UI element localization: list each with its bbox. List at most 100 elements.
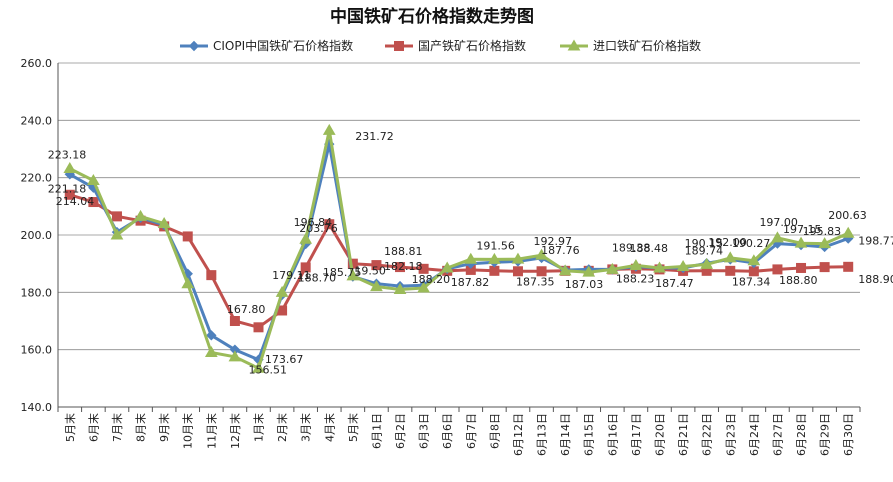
x-tick-label: 6月30日 [842, 413, 855, 456]
grid-lines [58, 62, 860, 351]
data-point [395, 262, 406, 273]
data-point [558, 264, 572, 276]
x-tick-label: 12月末 [228, 413, 242, 449]
series-line [69, 142, 849, 362]
data-label: 188.70 [298, 271, 337, 284]
data-label: 188.90 [858, 273, 893, 286]
data-point [489, 265, 500, 276]
data-point [181, 277, 195, 289]
data-label: 190.15 [685, 237, 724, 250]
series-2 [63, 123, 855, 373]
data-label: 182.18 [384, 260, 423, 273]
data-point [843, 261, 854, 272]
data-point [535, 248, 548, 260]
data-label: 198.77 [858, 235, 893, 248]
x-tick-label: 6月8日 [488, 413, 501, 449]
data-point [182, 231, 193, 242]
data-point [512, 266, 523, 277]
data-point [346, 269, 360, 281]
data-labels: 221.18 156.51 179.11 196.84 231.72 182.18 187.… [48, 130, 893, 377]
x-tick-label: 6月末 [86, 413, 100, 442]
data-label: 173.67 [265, 353, 304, 366]
x-tick-label: 5月末 [346, 413, 360, 442]
x-axis: 5月末 6月末 7月末 8月末 9月末 10月末 11月末 12月末 1月末 2月末 3月末 4月末 5… [57, 406, 861, 456]
data-label: 195.83 [803, 225, 842, 238]
x-tick-label: 6月14日 [559, 413, 572, 456]
data-point [796, 262, 807, 273]
data-point [464, 252, 478, 264]
data-point [723, 251, 737, 263]
data-point [772, 264, 783, 275]
data-label: 187.76 [541, 244, 580, 257]
data-label: 189.74 [685, 244, 724, 257]
x-tick-label: 6月13日 [536, 413, 549, 456]
data-point [700, 257, 714, 269]
x-tick-label: 3月末 [299, 413, 313, 442]
data-label: 192.00 [708, 236, 747, 249]
data-point [253, 322, 264, 333]
data-label: 189.38 [612, 241, 651, 254]
data-point [417, 281, 430, 293]
data-point [488, 252, 501, 264]
data-point [629, 258, 643, 270]
data-point [582, 265, 596, 277]
data-label: 185.75 [323, 266, 362, 279]
data-label: 187.82 [451, 276, 490, 289]
data-point [228, 350, 242, 362]
x-tick-label: 6月20日 [654, 413, 667, 456]
data-point [229, 316, 240, 326]
data-label: 188.48 [630, 242, 669, 255]
x-tick-label: 6月24日 [748, 413, 761, 456]
data-point [653, 261, 666, 273]
x-tick-label: 6月27日 [771, 413, 784, 456]
data-point [370, 280, 383, 292]
data-point [819, 262, 830, 273]
data-point [63, 162, 77, 174]
data-point [393, 282, 407, 294]
data-point [252, 361, 265, 373]
data-point [440, 261, 454, 273]
series-layer [63, 123, 855, 373]
x-tick-label: 6月17日 [630, 413, 643, 456]
x-tick-label: 9月末 [157, 413, 171, 442]
data-point [818, 237, 831, 249]
x-tick-label: 11月末 [204, 413, 218, 449]
data-label: 188.81 [384, 245, 423, 258]
data-label: 188.80 [779, 274, 818, 287]
data-point [206, 270, 217, 281]
y-tick-label: 220.0 [21, 172, 53, 185]
data-point [110, 228, 124, 240]
x-tick-label: 6月2日 [394, 413, 407, 449]
data-label: 156.51 [249, 364, 288, 377]
legend-entry: CIOPI中国铁矿石价格指数 [180, 38, 353, 53]
x-tick-label: 6月12日 [512, 413, 525, 456]
series-0 [64, 138, 854, 365]
data-label: 187.47 [655, 277, 694, 290]
legend-entry: 国产铁矿石价格指数 [385, 38, 526, 53]
legend-label: CIOPI中国铁矿石价格指数 [213, 38, 353, 53]
data-point [536, 266, 547, 277]
data-point [88, 197, 99, 208]
data-label: 188.23 [616, 273, 655, 286]
legend-entry: 进口铁矿石价格指数 [560, 38, 701, 53]
x-tick-label: 6月21日 [677, 413, 690, 456]
x-tick-label: 7月末 [110, 413, 124, 442]
data-label: 221.18 [48, 182, 86, 195]
data-point [322, 123, 336, 135]
data-point [725, 265, 736, 276]
legend: CIOPI中国铁矿石价格指数 国产铁矿石价格指数 进口铁矿石价格指数 [180, 38, 701, 53]
data-label: 197.00 [759, 216, 798, 229]
data-point [188, 40, 200, 52]
series-line [69, 193, 849, 329]
data-point [511, 252, 525, 264]
data-point [841, 226, 855, 238]
data-label: 197.15 [783, 223, 822, 236]
data-point [324, 219, 335, 230]
data-point [87, 174, 100, 186]
data-point [394, 41, 404, 51]
data-point [206, 330, 217, 341]
x-tick-label: 1月末 [252, 413, 266, 442]
x-tick-label: 6月1日 [370, 413, 383, 449]
